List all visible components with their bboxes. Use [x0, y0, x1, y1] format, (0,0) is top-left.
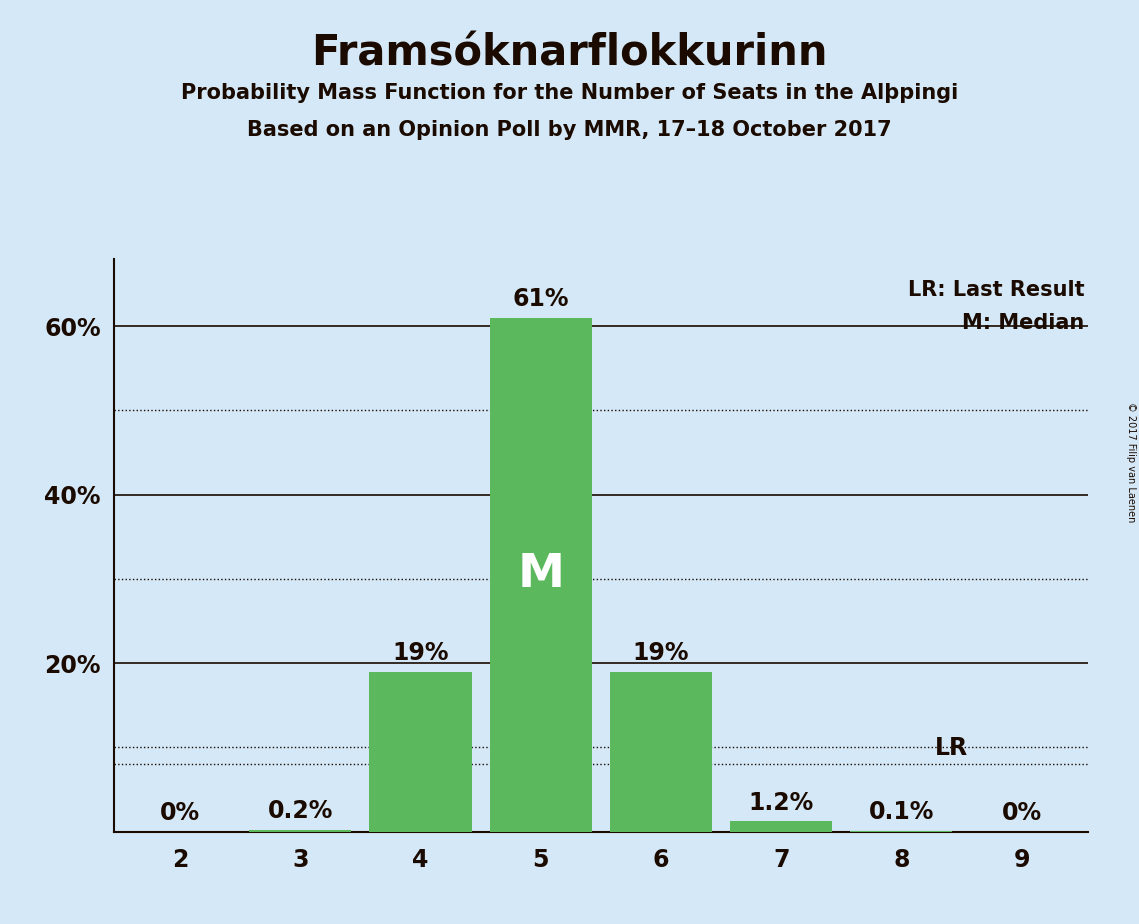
- Text: Based on an Opinion Poll by MMR, 17–18 October 2017: Based on an Opinion Poll by MMR, 17–18 O…: [247, 120, 892, 140]
- Bar: [730, 821, 833, 832]
- Text: 1.2%: 1.2%: [748, 791, 813, 815]
- Text: M: M: [517, 553, 564, 597]
- Text: 0%: 0%: [1001, 801, 1042, 825]
- Text: Probability Mass Function for the Number of Seats in the Alþpingi: Probability Mass Function for the Number…: [181, 83, 958, 103]
- Text: M: Median: M: Median: [962, 313, 1084, 334]
- Text: Framsóknarflokkurinn: Framsóknarflokkurinn: [311, 32, 828, 74]
- Text: 0%: 0%: [159, 801, 200, 825]
- Text: 19%: 19%: [392, 640, 449, 664]
- Text: 19%: 19%: [632, 640, 689, 664]
- Text: 61%: 61%: [513, 287, 570, 311]
- Text: 0.2%: 0.2%: [268, 799, 333, 823]
- Text: 0.1%: 0.1%: [869, 800, 934, 824]
- Text: LR: Last Result: LR: Last Result: [908, 280, 1084, 299]
- Bar: [490, 318, 592, 832]
- Bar: [369, 672, 472, 832]
- Text: © 2017 Filip van Laenen: © 2017 Filip van Laenen: [1126, 402, 1136, 522]
- Bar: [249, 830, 351, 832]
- Bar: [609, 672, 712, 832]
- Text: LR: LR: [935, 736, 968, 760]
